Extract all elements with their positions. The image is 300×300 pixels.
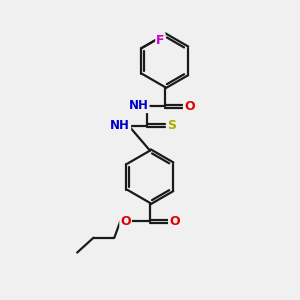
Text: F: F (156, 34, 165, 47)
Text: O: O (120, 215, 131, 228)
Text: NH: NH (110, 118, 130, 131)
Text: O: O (184, 100, 194, 113)
Text: O: O (169, 215, 180, 228)
Text: NH: NH (129, 99, 148, 112)
Text: S: S (167, 119, 176, 132)
